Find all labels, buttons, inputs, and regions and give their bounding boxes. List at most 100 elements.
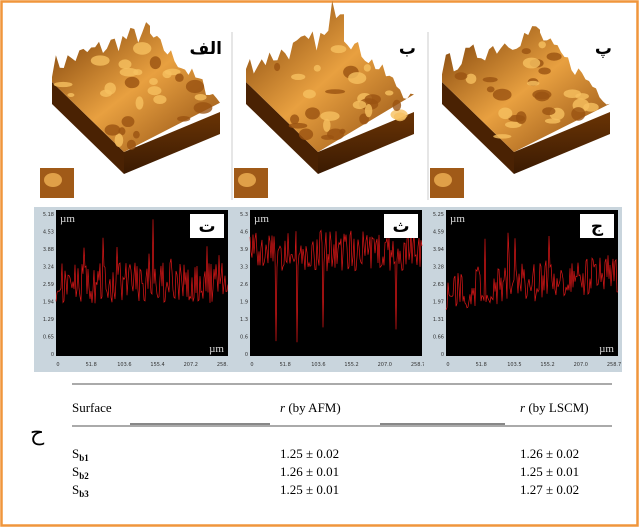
text: Surface (72, 400, 112, 415)
afm-peak (538, 41, 545, 48)
table-cell: 1.26 ± 0.02 (520, 446, 579, 461)
x-tick-label: 258.7 (411, 362, 425, 368)
afm-peak (133, 131, 140, 139)
y-tick-label: 3.3 (240, 265, 248, 271)
figure: ح Surfacer (by AFM)r (by LSCM)Sb11.25 ± … (0, 0, 639, 527)
afm-peak (487, 86, 495, 92)
y-tick-label: 5.18 (43, 212, 54, 218)
y-unit: µm (60, 213, 75, 225)
afm-peak (493, 134, 511, 138)
table-cell: 1.25 ± 0.01 (520, 464, 579, 479)
afm-peak (150, 56, 161, 69)
y-tick-label: 2.63 (433, 282, 444, 288)
panel-label: ب (399, 39, 416, 59)
afm-peak (455, 72, 468, 80)
y-tick-label: 3.94 (433, 247, 444, 253)
afm-peak (523, 58, 540, 69)
x-unit: µm (599, 343, 614, 355)
thumbnail-spot (238, 173, 256, 187)
afm-peak (175, 73, 184, 81)
afm-peak (571, 107, 585, 121)
x-tick-label: 258.7 (607, 362, 621, 368)
table-cell: Sb3 (72, 482, 89, 499)
x-tick-label: 103.6 (311, 362, 325, 368)
y-tick-label: 0.65 (43, 335, 54, 341)
afm-peak (149, 78, 158, 85)
afm-peak (545, 118, 561, 123)
text: (by LSCM) (525, 400, 589, 415)
afm-peak (91, 55, 110, 65)
afm-peak (274, 63, 280, 71)
afm-peak (542, 107, 555, 115)
afm-peak (186, 80, 204, 93)
panel-label: الف (190, 39, 222, 59)
text: (by AFM) (285, 400, 341, 415)
table-cell: Sb2 (72, 464, 89, 481)
side-label: ح (30, 420, 45, 446)
afm-peak (136, 96, 144, 109)
y-tick-label: 4.6 (240, 230, 248, 236)
y-tick-label: 1.29 (43, 317, 54, 323)
y-tick-label: 1.31 (433, 317, 444, 323)
afm-peak (493, 89, 512, 101)
y-tick-label: 0 (245, 352, 248, 358)
afm-peak (365, 94, 381, 104)
afm-peak (127, 140, 136, 150)
afm-peak (575, 93, 589, 99)
thumbnail-spot (434, 173, 452, 187)
afm-peak (125, 77, 140, 88)
symbol: S (72, 446, 79, 461)
afm-peak (153, 95, 166, 104)
afm-peak (339, 129, 345, 134)
afm-peak (54, 82, 73, 87)
afm-peak (289, 123, 308, 129)
afm-peak (331, 45, 347, 53)
x-tick-label: 155.2 (344, 362, 358, 368)
afm-peak (133, 42, 151, 55)
afm-peak (394, 112, 406, 121)
table-cell: r (by AFM) (280, 400, 341, 415)
afm-peak (325, 89, 345, 94)
afm-peak (119, 59, 132, 69)
afm-peak (466, 74, 477, 84)
y-tick-label: 3.88 (43, 247, 54, 253)
afm-peak (67, 93, 74, 97)
table-cell: Sb1 (72, 446, 89, 463)
x-tick-label: 207.0 (574, 362, 588, 368)
symbol: S (72, 464, 79, 479)
afm-peak (483, 77, 498, 82)
afm-peak (299, 129, 313, 141)
table-cell: 1.25 ± 0.01 (280, 482, 339, 497)
afm-peak (547, 52, 562, 60)
y-tick-label: 3.24 (43, 265, 54, 271)
y-tick-label: 0 (51, 352, 54, 358)
y-tick-label: 3.28 (433, 265, 444, 271)
afm-peak (133, 69, 142, 75)
afm-peak (177, 116, 190, 122)
y-tick-label: 1.94 (43, 300, 54, 306)
x-tick-label: 103.6 (117, 362, 131, 368)
afm-peak (148, 86, 162, 95)
table-cell: 1.26 ± 0.01 (280, 464, 339, 479)
afm-peak (115, 133, 124, 147)
panel-label: ث (392, 217, 409, 237)
y-tick-label: 2.59 (43, 282, 54, 288)
symbol: S (72, 482, 79, 497)
table-cell: 1.27 ± 0.02 (520, 482, 579, 497)
afm-peak (195, 94, 207, 100)
y-tick-label: 4.59 (433, 230, 444, 236)
x-tick-label: 51.8 (476, 362, 487, 368)
y-tick-label: 5.3 (240, 212, 248, 218)
afm-peak (385, 90, 393, 95)
y-tick-label: 1.9 (240, 300, 248, 306)
y-unit: µm (450, 213, 465, 225)
y-tick-label: 5.25 (433, 212, 444, 218)
afm-peak (348, 72, 366, 84)
afm-peak (194, 102, 213, 114)
afm-peak (291, 74, 305, 80)
afm-peak (498, 108, 512, 120)
x-tick-label: 0 (250, 362, 253, 368)
x-tick-label: 51.8 (280, 362, 291, 368)
x-tick-label: 0 (446, 362, 449, 368)
